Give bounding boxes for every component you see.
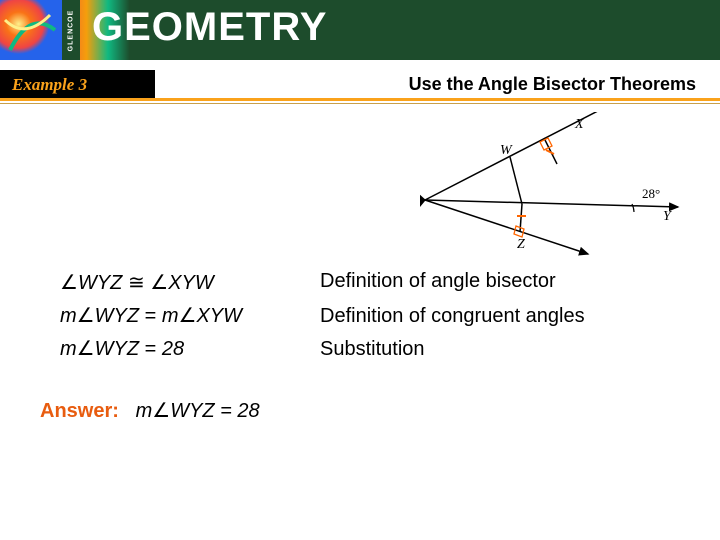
label-Y: Y [663, 209, 673, 224]
angle-icon: ∠ [60, 273, 78, 293]
book-title: GEOMETRY [92, 5, 327, 50]
congruent-icon: ≅ [128, 272, 150, 294]
proof-row: m∠WYZ = 28 Substitution [60, 338, 670, 361]
publisher-label: GLENCOE [68, 9, 75, 51]
example-title: Use the Angle Bisector Theorems [409, 74, 696, 95]
label-W: W [500, 143, 513, 158]
example-number: Example 3 [0, 70, 155, 100]
angle-icon: ∠ [77, 306, 95, 326]
answer-line: Answer: m∠WYZ = 28 [40, 400, 260, 423]
proof-row: m∠WYZ = m∠XYW Definition of congruent an… [60, 305, 670, 328]
label-28: 28° [642, 186, 660, 201]
proof-statement: m∠WYZ = m∠XYW [60, 305, 320, 328]
label-Z: Z [517, 237, 525, 252]
answer-label: Answer: [40, 400, 119, 422]
publisher-strip: GLENCOE [62, 0, 80, 60]
proof-reason: Definition of congruent angles [320, 305, 670, 328]
proof-reason: Substitution [320, 338, 670, 361]
header-swirl-art [0, 0, 62, 60]
angle-icon: ∠ [150, 273, 168, 293]
geometry-diagram: X W Z Y 28° [420, 112, 680, 252]
proof-block: ∠WYZ ≅ ∠XYW Definition of angle bisector… [60, 270, 670, 371]
proof-row: ∠WYZ ≅ ∠XYW Definition of angle bisector [60, 270, 670, 295]
proof-reason: Definition of angle bisector [320, 270, 670, 295]
answer-value: m∠WYZ = 28 [136, 400, 260, 422]
proof-statement: ∠WYZ ≅ ∠XYW [60, 270, 320, 295]
label-X: X [574, 117, 584, 132]
divider-gold-thin [0, 103, 720, 104]
header: GLENCOE GEOMETRY [0, 0, 720, 70]
example-bar: Example 3 Use the Angle Bisector Theorem… [0, 70, 720, 106]
angle-icon: ∠ [77, 339, 95, 359]
divider-gold [0, 98, 720, 101]
angle-icon: ∠ [179, 306, 197, 326]
proof-statement: m∠WYZ = 28 [60, 338, 320, 361]
angle-icon: ∠ [152, 401, 170, 421]
